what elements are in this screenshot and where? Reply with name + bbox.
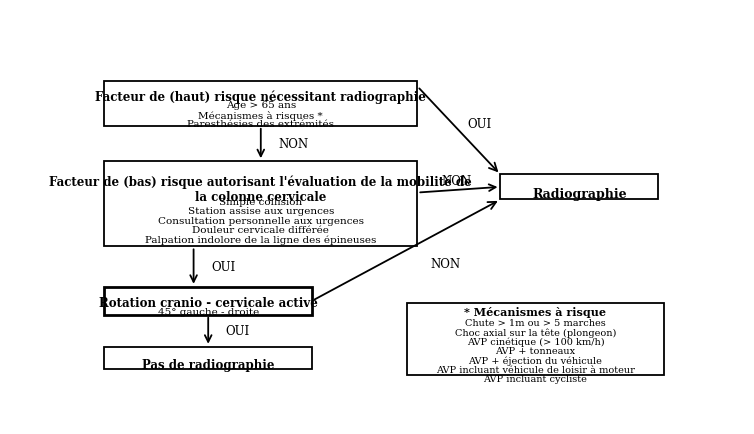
- Text: OUI: OUI: [225, 325, 250, 338]
- FancyBboxPatch shape: [105, 347, 312, 369]
- Text: Palpation indolore de la ligne des épineuses: Palpation indolore de la ligne des épine…: [145, 235, 376, 244]
- Text: AVP + éjection du véhicule: AVP + éjection du véhicule: [468, 355, 602, 365]
- Text: AVP incluant cycliste: AVP incluant cycliste: [483, 374, 587, 383]
- Text: Mécanismes à risques *: Mécanismes à risques *: [198, 111, 323, 120]
- Text: Radiographie: Radiographie: [532, 187, 627, 201]
- Text: OUI: OUI: [211, 261, 235, 274]
- Text: Simple collision: Simple collision: [219, 197, 302, 207]
- Text: AVP + tonneaux: AVP + tonneaux: [495, 346, 575, 355]
- FancyBboxPatch shape: [105, 287, 312, 315]
- FancyBboxPatch shape: [105, 81, 417, 126]
- Text: Consultation personnelle aux urgences: Consultation personnelle aux urgences: [158, 216, 363, 225]
- Text: AVP incluant véhicule de loisir à moteur: AVP incluant véhicule de loisir à moteur: [436, 365, 635, 374]
- Text: * Mécanismes à risque: * Mécanismes à risque: [464, 307, 606, 318]
- Text: OUI: OUI: [467, 118, 492, 130]
- Text: NON: NON: [431, 258, 461, 271]
- FancyBboxPatch shape: [501, 175, 658, 200]
- Text: Age > 65 ans: Age > 65 ans: [225, 101, 296, 110]
- Text: Chute > 1m ou > 5 marches: Chute > 1m ou > 5 marches: [465, 318, 605, 327]
- Text: NON: NON: [278, 138, 308, 151]
- Text: Station assise aux urgences: Station assise aux urgences: [188, 207, 334, 216]
- FancyBboxPatch shape: [105, 161, 417, 247]
- Text: AVP cinétique (> 100 km/h): AVP cinétique (> 100 km/h): [467, 337, 604, 346]
- Text: Paresthésies des extrémités: Paresthésies des extrémités: [187, 120, 334, 129]
- Text: NON: NON: [442, 174, 471, 187]
- FancyBboxPatch shape: [407, 303, 664, 375]
- Text: 45° gauche - droite: 45° gauche - droite: [158, 308, 259, 317]
- Text: Rotation cranio - cervicale active: Rotation cranio - cervicale active: [99, 296, 317, 309]
- Text: Choc axial sur la tête (plongeon): Choc axial sur la tête (plongeon): [455, 327, 616, 337]
- Text: Pas de radiographie: Pas de radiographie: [142, 358, 274, 371]
- Text: Facteur de (bas) risque autorisant l'évaluation de la mobilité de
la colonne cer: Facteur de (bas) risque autorisant l'éva…: [50, 175, 472, 204]
- Text: Facteur de (haut) risque nécessitant radiographie: Facteur de (haut) risque nécessitant rad…: [95, 90, 426, 103]
- Text: Douleur cervicale différée: Douleur cervicale différée: [192, 226, 329, 234]
